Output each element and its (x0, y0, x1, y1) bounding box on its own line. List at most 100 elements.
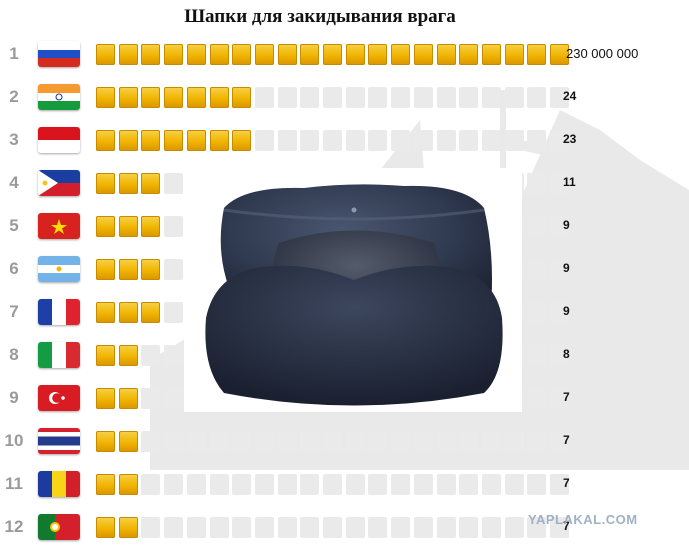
flag-argentina-icon (38, 256, 80, 282)
chart-title: Шапки для закидывания врага (184, 6, 456, 27)
bar-cell-empty (527, 87, 546, 108)
bar-cell-empty (459, 474, 478, 495)
bar-cell-empty (323, 130, 342, 151)
bar-cell-empty (550, 130, 569, 151)
bar-cell-empty (550, 259, 569, 280)
bar-cell-empty (527, 173, 546, 194)
bar-cell-filled (119, 302, 138, 323)
bar-cell-empty (391, 474, 410, 495)
bar-cell-empty (300, 517, 319, 538)
bar-cell-empty (550, 517, 569, 538)
bar-cell-empty (527, 345, 546, 366)
bar-cell-empty (346, 517, 365, 538)
bar-cell-empty (255, 431, 274, 452)
bar-cell-filled (346, 44, 365, 65)
bar-cell-empty (505, 87, 524, 108)
bar-cell-empty (300, 130, 319, 151)
bar-cell-filled (119, 517, 138, 538)
bar-cell-empty (164, 517, 183, 538)
bar-cell-empty (141, 345, 160, 366)
bar-cell-filled (96, 345, 115, 366)
bar-cell-filled (119, 474, 138, 495)
bar-cell-empty (346, 431, 365, 452)
bar-cell-filled (141, 302, 160, 323)
bar-cell-empty (164, 388, 183, 409)
bar-cell-empty (414, 87, 433, 108)
value-label: 7 (563, 433, 570, 447)
bar-cell-empty (391, 431, 410, 452)
bar-cell-filled (96, 173, 115, 194)
value-label: 11 (563, 175, 576, 189)
flag-philippines-icon (38, 170, 80, 196)
bar-cell-filled (164, 87, 183, 108)
bar-cell-filled (141, 259, 160, 280)
bar-cell-empty (346, 130, 365, 151)
bar-cell-empty (368, 517, 387, 538)
bar-cell-empty (141, 388, 160, 409)
rank-number: 7 (9, 302, 19, 321)
bar-cell-filled (119, 388, 138, 409)
bar-cell-empty (437, 130, 456, 151)
bar-cell-filled (391, 44, 410, 65)
fur-hat-illustration (205, 184, 503, 406)
value-label: 9 (563, 218, 570, 232)
bar-cell-empty (278, 517, 297, 538)
bar-cell-empty (505, 130, 524, 151)
bar-cell-filled (505, 44, 524, 65)
bar-cell-empty (278, 130, 297, 151)
bar-cell-empty (414, 517, 433, 538)
bar-cell-empty (550, 388, 569, 409)
bar-cell-empty (141, 474, 160, 495)
bar-cell-empty (323, 474, 342, 495)
bar-cell-filled (141, 87, 160, 108)
bar-cell-empty (164, 216, 183, 237)
rank-number: 6 (9, 259, 19, 278)
bar-cell-empty (550, 216, 569, 237)
bar-cell-empty (459, 87, 478, 108)
bar-cell-filled (96, 259, 115, 280)
bar-cell-empty (232, 431, 251, 452)
bar-cell-empty (164, 345, 183, 366)
bar-cell-empty (550, 474, 569, 495)
bar-cell-filled (414, 44, 433, 65)
bar-cell-empty (255, 474, 274, 495)
flag-italy-icon (38, 342, 80, 368)
bar-cell-empty (527, 259, 546, 280)
bar-cell-empty (187, 517, 206, 538)
bar-cell-empty (255, 130, 274, 151)
bar-cell-filled (141, 173, 160, 194)
bar-cell-filled (96, 388, 115, 409)
rank-number: 5 (9, 216, 19, 235)
bar-cell-filled (527, 44, 546, 65)
rank-number: 10 (4, 431, 24, 450)
value-label: 8 (563, 347, 570, 361)
bar-cell-empty (482, 130, 501, 151)
bar-cell-empty (550, 345, 569, 366)
bar-cell-filled (141, 44, 160, 65)
value-label: 7 (563, 519, 570, 533)
bar-cell-empty (550, 431, 569, 452)
bar-cell-empty (527, 517, 546, 538)
rank-number: 2 (9, 87, 19, 106)
bar-cell-empty (300, 87, 319, 108)
bar-cell-empty (368, 87, 387, 108)
flag-turkey-icon (38, 385, 80, 411)
bar-cell-empty (414, 130, 433, 151)
bar-cell-filled (210, 44, 229, 65)
bar-cell-filled (119, 44, 138, 65)
bar-cell-filled (482, 44, 501, 65)
bar-cell-empty (232, 474, 251, 495)
bar-cell-empty (346, 474, 365, 495)
bar-cell-filled (368, 44, 387, 65)
bar-cell-filled (323, 44, 342, 65)
bar-cell-empty (527, 216, 546, 237)
bar-cell-empty (527, 474, 546, 495)
bar-cell-empty (323, 87, 342, 108)
flag-india-icon (38, 84, 80, 110)
flag-portugal-icon (38, 514, 80, 540)
bar-cell-empty (278, 87, 297, 108)
bar-cell-filled (210, 130, 229, 151)
flag-thailand-icon (38, 428, 80, 454)
bar-cell-empty (482, 474, 501, 495)
